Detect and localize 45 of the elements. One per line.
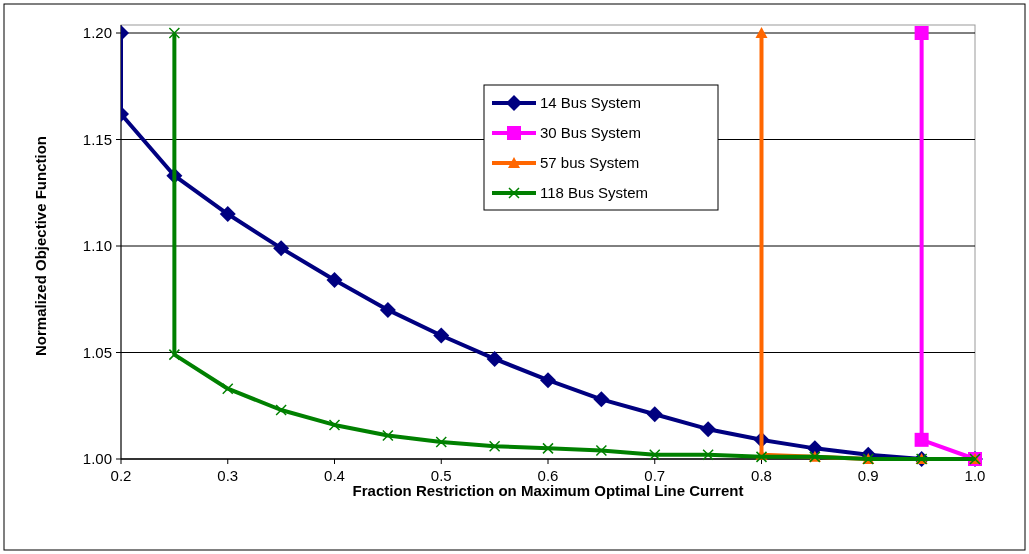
point — [486, 350, 503, 367]
legend-label: 118 Bus System — [540, 184, 649, 202]
point — [649, 448, 661, 461]
y-tick-label: 1.15 — [82, 130, 112, 148]
legend-label: 14 Bus System — [540, 94, 641, 112]
y-tick-label: 1.00 — [82, 450, 112, 468]
point — [914, 432, 929, 447]
y-tick-label: 1.05 — [82, 343, 112, 361]
point — [488, 440, 501, 452]
legend-label: 30 Bus System — [540, 124, 641, 142]
x-tick-label: 0.4 — [324, 467, 345, 484]
point — [382, 429, 394, 442]
point — [435, 436, 447, 448]
point — [542, 442, 554, 455]
point — [914, 26, 929, 40]
x-tick-label: 0.3 — [217, 467, 239, 484]
point — [168, 348, 181, 361]
point — [219, 206, 236, 223]
point — [593, 391, 610, 408]
x-tick-label: 0.7 — [644, 467, 666, 484]
point — [328, 419, 341, 431]
legend-label: 57 bus System — [540, 154, 640, 172]
x-tick-label: 0.9 — [857, 467, 879, 484]
y-tick-label: 1.20 — [82, 24, 112, 42]
x-tick-label: 1.0 — [964, 467, 986, 484]
point — [433, 327, 450, 344]
point — [700, 421, 717, 438]
point — [222, 382, 234, 395]
point — [326, 272, 343, 289]
point — [646, 406, 663, 423]
x-tick-label: 0.6 — [537, 467, 559, 484]
x-tick-label: 0.5 — [430, 467, 452, 484]
point — [379, 301, 396, 318]
point — [702, 448, 714, 461]
point — [273, 240, 290, 257]
x-axis-title: Fraction Restriction on Maximum Optimal Line Current — [352, 482, 744, 499]
x-tick-label: 0.2 — [110, 467, 132, 484]
point — [275, 404, 287, 416]
y-axis-title: Normalized Objective Function — [32, 135, 49, 357]
point — [540, 372, 556, 389]
point — [755, 27, 768, 38]
y-tick-label: 1.10 — [82, 237, 112, 255]
point — [168, 27, 181, 39]
x-tick-label: 0.8 — [751, 467, 772, 484]
point — [595, 444, 608, 457]
